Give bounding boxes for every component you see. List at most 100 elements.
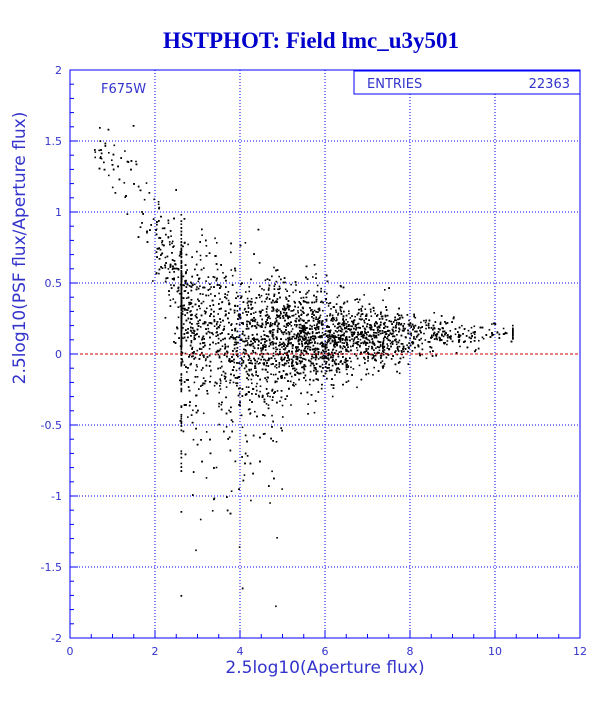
data-point: [274, 381, 277, 384]
data-point: [247, 354, 250, 356]
data-point: [402, 356, 405, 359]
data-point: [408, 319, 410, 322]
data-point: [345, 318, 347, 321]
data-point: [335, 349, 338, 352]
data-point: [343, 361, 346, 363]
data-point: [231, 336, 233, 339]
data-point: [278, 288, 281, 290]
data-point: [124, 196, 126, 198]
data-point: [230, 406, 232, 409]
data-point: [269, 342, 271, 344]
data-point: [230, 490, 233, 492]
data-point: [439, 328, 441, 331]
data-point: [287, 331, 290, 333]
data-point: [207, 327, 210, 330]
data-point: [409, 344, 412, 346]
data-point: [306, 347, 309, 350]
data-point: [186, 312, 189, 314]
data-point: [410, 325, 413, 328]
data-point: [206, 307, 208, 310]
data-point: [290, 330, 293, 333]
data-point: [292, 310, 294, 312]
data-point: [180, 450, 183, 452]
data-point: [248, 290, 251, 293]
data-point: [398, 328, 401, 331]
data-point: [235, 343, 238, 346]
data-point: [257, 394, 260, 397]
data-point: [336, 367, 338, 370]
data-point: [324, 356, 326, 359]
data-point: [161, 267, 164, 269]
data-point: [279, 348, 281, 351]
data-point: [396, 321, 398, 324]
data-point: [259, 285, 261, 288]
data-point: [292, 359, 294, 362]
data-point: [283, 331, 285, 334]
data-point: [265, 311, 268, 313]
data-point: [261, 394, 264, 397]
data-point: [452, 317, 455, 320]
data-point: [303, 339, 305, 341]
data-point: [290, 283, 292, 286]
data-point: [321, 327, 324, 330]
data-point: [182, 327, 184, 329]
data-point: [349, 317, 352, 319]
data-point: [421, 326, 423, 328]
data-point: [255, 374, 257, 376]
data-point: [297, 311, 299, 314]
data-point: [348, 325, 350, 327]
data-point: [353, 331, 356, 334]
data-point: [326, 315, 328, 317]
data-point: [240, 414, 243, 417]
data-point: [139, 226, 142, 228]
data-point: [221, 401, 223, 404]
data-point: [284, 347, 287, 349]
data-point: [397, 362, 400, 364]
data-point: [376, 314, 379, 316]
data-point: [288, 359, 290, 362]
data-point: [264, 349, 267, 351]
data-point: [180, 290, 183, 293]
data-point: [217, 313, 219, 315]
data-point: [326, 334, 329, 337]
data-point: [334, 374, 336, 376]
data-point: [336, 371, 338, 373]
data-point: [203, 310, 206, 312]
data-point: [366, 333, 368, 336]
data-point: [186, 269, 188, 271]
data-point: [224, 293, 226, 295]
data-point: [267, 404, 270, 406]
grid-lines: [70, 70, 580, 638]
data-point: [177, 276, 180, 278]
data-point: [196, 308, 198, 311]
data-point: [259, 312, 262, 314]
data-point: [181, 305, 184, 307]
data-point: [330, 308, 332, 310]
data-point: [278, 309, 280, 312]
data-point: [276, 380, 278, 383]
data-point: [301, 344, 304, 346]
data-point: [287, 322, 290, 324]
data-point: [279, 341, 281, 344]
data-point: [414, 338, 417, 340]
data-point: [357, 312, 360, 314]
data-point: [302, 371, 305, 374]
data-point: [512, 332, 514, 334]
data-point: [433, 338, 436, 340]
data-point: [273, 328, 275, 331]
data-point: [298, 323, 301, 326]
data-point: [168, 241, 171, 243]
data-point: [230, 323, 233, 325]
data-point: [292, 382, 295, 384]
data-point: [141, 211, 143, 213]
data-point: [356, 349, 359, 352]
data-point: [321, 331, 324, 334]
data-point: [335, 303, 338, 305]
data-point: [419, 327, 422, 329]
data-point: [157, 201, 160, 203]
data-point: [226, 294, 229, 296]
data-point: [470, 332, 473, 335]
data-point: [207, 294, 210, 297]
data-point: [220, 360, 223, 363]
data-point: [180, 361, 183, 363]
